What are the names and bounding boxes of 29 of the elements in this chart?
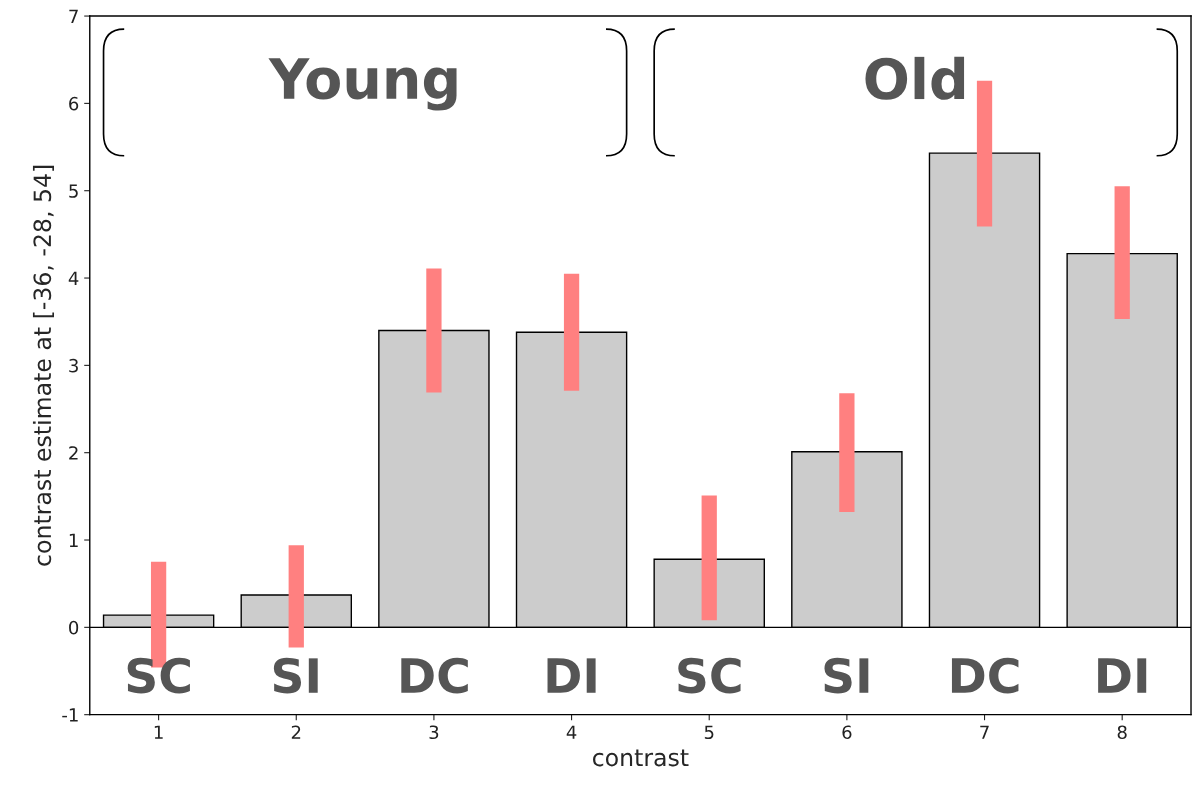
annotation: Old <box>865 56 965 100</box>
y-tick-label: 4 <box>68 271 79 285</box>
annotation: DI <box>547 658 596 693</box>
y-tick-label: -1 <box>62 708 78 722</box>
x-tick-label: 7 <box>980 725 989 739</box>
annotation: SI <box>824 657 869 694</box>
x-tick-label: 6 <box>842 725 852 740</box>
y-tick-label: 0 <box>69 620 79 635</box>
y-tick-label: 6 <box>69 96 79 111</box>
annotation: Young <box>268 58 457 111</box>
annotation: DI <box>1098 658 1147 693</box>
x-tick-label: 8 <box>1117 725 1127 740</box>
annotation: SC <box>678 657 741 694</box>
annotation: DC <box>951 657 1019 694</box>
annotation: SC <box>127 657 190 694</box>
x-tick-label: 5 <box>704 725 714 740</box>
x-tick-label: 1 <box>154 725 163 739</box>
y-tick-label: 1 <box>69 533 78 547</box>
x-axis-title: contrast <box>593 749 689 767</box>
y-tick-label: 3 <box>69 358 78 373</box>
y-tick-label: 7 <box>69 9 78 23</box>
annotation: SI <box>273 657 318 694</box>
y-tick-label: 2 <box>69 446 78 460</box>
x-tick-label: 4 <box>566 725 577 739</box>
y-tick-label: 5 <box>69 184 78 198</box>
x-tick-label: 3 <box>429 725 439 740</box>
y-axis-title: contrast estimate at [-36, -28, 54] <box>32 165 54 566</box>
annotation: DC <box>401 657 468 694</box>
x-tick-label: 2 <box>291 725 301 739</box>
